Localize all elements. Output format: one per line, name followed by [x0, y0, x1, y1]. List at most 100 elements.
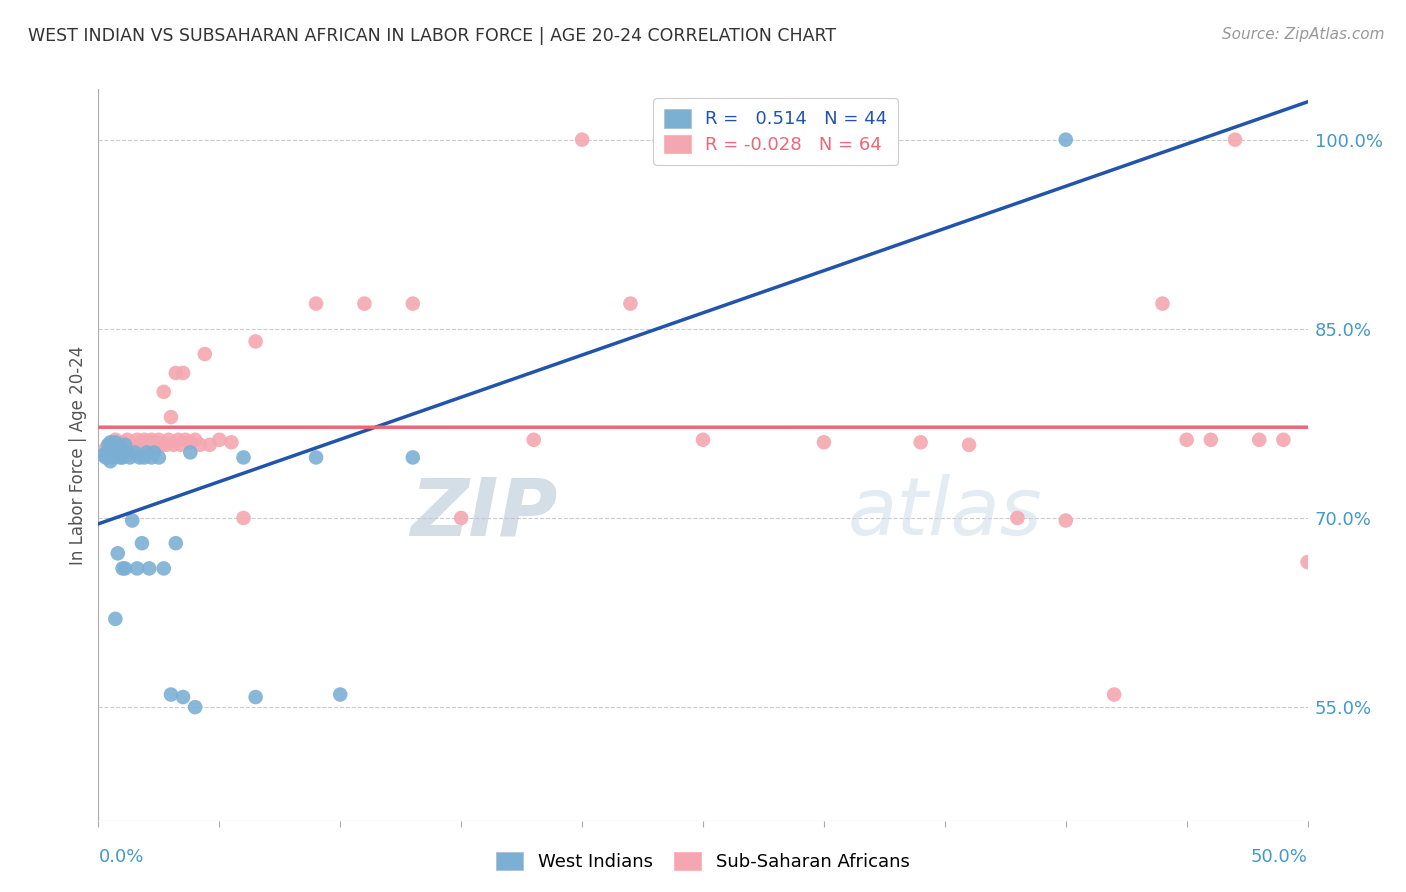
Point [245, 334, 267, 349]
Point [150, 438, 173, 452]
Point [152, 384, 174, 399]
Point [165, 366, 187, 380]
Point [118, 448, 141, 462]
Point [1175, 433, 1198, 447]
Point [152, 561, 174, 575]
Point [91, 448, 114, 462]
Point [143, 435, 166, 450]
Point [162, 438, 184, 452]
Legend: R =   0.514   N = 44, R = -0.028   N = 64: R = 0.514 N = 44, R = -0.028 N = 64 [652, 98, 898, 165]
Point [97, 438, 120, 452]
Point [179, 445, 201, 459]
Point [107, 442, 129, 456]
Point [1223, 133, 1246, 147]
Point [194, 347, 217, 361]
Point [121, 438, 143, 452]
Point [402, 450, 425, 465]
Point [124, 445, 146, 459]
Point [111, 450, 134, 465]
Point [184, 700, 207, 714]
Point [100, 454, 122, 468]
Text: Source: ZipAtlas.com: Source: ZipAtlas.com [1222, 27, 1385, 42]
Point [104, 435, 127, 450]
Point [305, 296, 328, 310]
Point [169, 438, 191, 452]
Point [1199, 433, 1222, 447]
Point [353, 296, 375, 310]
Point [127, 561, 149, 575]
Point [1007, 511, 1029, 525]
Point [571, 133, 593, 147]
Point [155, 438, 177, 452]
Point [910, 435, 932, 450]
Point [111, 561, 134, 575]
Point [245, 690, 267, 704]
Point [619, 296, 641, 310]
Point [121, 514, 143, 528]
Point [1054, 514, 1077, 528]
Point [101, 442, 124, 456]
Point [111, 438, 134, 452]
Point [104, 433, 127, 447]
Point [167, 433, 190, 447]
Point [114, 438, 136, 452]
Point [305, 450, 328, 465]
Point [157, 433, 180, 447]
Point [131, 536, 153, 550]
Point [813, 435, 835, 450]
Point [198, 438, 221, 452]
Point [117, 445, 139, 459]
Legend: West Indians, Sub-Saharan Africans: West Indians, Sub-Saharan Africans [489, 845, 917, 879]
Point [111, 435, 134, 450]
Point [1296, 555, 1319, 569]
Point [128, 438, 150, 452]
Point [135, 435, 157, 450]
Text: ZIP: ZIP [411, 475, 558, 552]
Point [232, 450, 254, 465]
Point [131, 442, 153, 456]
Point [179, 435, 201, 450]
Point [141, 450, 163, 465]
Point [100, 442, 122, 456]
Point [138, 438, 160, 452]
Point [172, 366, 194, 380]
Point [94, 450, 117, 465]
Point [1054, 133, 1077, 147]
Point [104, 612, 127, 626]
Point [221, 435, 243, 450]
Point [208, 433, 231, 447]
Point [134, 433, 156, 447]
Text: 0.0%: 0.0% [98, 848, 143, 866]
Point [692, 433, 714, 447]
Point [450, 511, 472, 525]
Point [232, 511, 254, 525]
Point [100, 435, 122, 450]
Point [100, 438, 122, 452]
Point [1249, 433, 1271, 447]
Point [114, 442, 136, 456]
Point [108, 448, 131, 462]
Point [127, 433, 149, 447]
Point [148, 450, 170, 465]
Point [188, 438, 211, 452]
Point [160, 688, 183, 702]
Point [135, 445, 157, 459]
Point [101, 450, 124, 465]
Point [114, 561, 136, 575]
Point [329, 688, 352, 702]
Text: 50.0%: 50.0% [1251, 848, 1308, 866]
Point [108, 438, 131, 452]
Point [172, 690, 194, 704]
Point [134, 450, 156, 465]
Point [128, 450, 150, 465]
Point [143, 445, 166, 459]
Point [117, 433, 139, 447]
Point [402, 296, 425, 310]
Point [148, 433, 170, 447]
Point [1102, 688, 1125, 702]
Point [1152, 296, 1174, 310]
Point [94, 442, 117, 456]
Point [107, 546, 129, 560]
Point [141, 433, 163, 447]
Point [523, 433, 546, 447]
